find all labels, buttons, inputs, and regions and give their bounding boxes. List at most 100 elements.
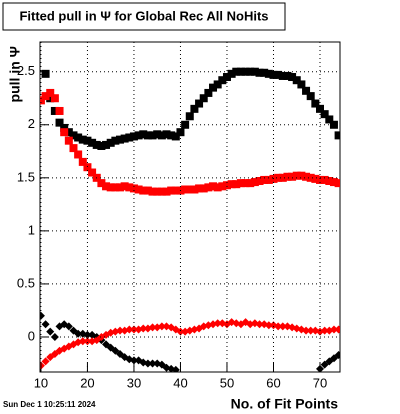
marker xyxy=(227,180,236,189)
marker xyxy=(274,322,283,331)
marker xyxy=(255,68,264,77)
marker xyxy=(283,71,292,80)
marker xyxy=(306,326,315,335)
frame xyxy=(39,41,341,373)
marker xyxy=(97,179,106,188)
marker xyxy=(148,187,157,196)
x-tick-label: 40 xyxy=(173,375,187,390)
marker xyxy=(139,130,148,139)
marker xyxy=(297,80,306,89)
marker xyxy=(40,311,45,320)
marker xyxy=(139,324,148,333)
marker xyxy=(97,141,106,150)
marker xyxy=(278,322,287,331)
marker xyxy=(120,134,129,143)
marker xyxy=(222,181,231,190)
marker xyxy=(209,182,218,191)
marker xyxy=(181,185,190,194)
marker xyxy=(50,94,59,103)
marker xyxy=(139,186,148,195)
y-tick-label: 1.5 xyxy=(17,169,35,184)
x-tick-label: 10 xyxy=(34,375,48,390)
marker xyxy=(334,351,340,360)
marker xyxy=(171,365,180,372)
marker xyxy=(199,184,208,193)
marker xyxy=(148,131,157,140)
marker xyxy=(264,321,273,330)
marker xyxy=(88,168,97,177)
marker xyxy=(64,322,73,331)
marker xyxy=(129,325,138,334)
marker xyxy=(204,183,213,192)
marker xyxy=(78,337,87,346)
x-tick-label: 20 xyxy=(80,375,94,390)
marker xyxy=(316,104,324,113)
marker xyxy=(78,135,87,144)
marker xyxy=(311,174,320,183)
marker xyxy=(55,106,64,115)
y-tick-label: 0.5 xyxy=(17,275,35,290)
marker xyxy=(111,183,120,192)
marker xyxy=(88,138,97,147)
marker xyxy=(74,133,83,142)
marker xyxy=(106,138,115,147)
y-tick-label: 1 xyxy=(28,222,35,237)
marker xyxy=(102,140,111,149)
marker xyxy=(190,104,199,113)
marker xyxy=(129,132,138,141)
marker xyxy=(325,115,334,124)
marker xyxy=(143,359,152,368)
marker xyxy=(157,131,166,140)
marker xyxy=(264,175,273,184)
marker xyxy=(264,69,273,78)
marker xyxy=(171,186,180,195)
y-axis-label: pull in Ψ xyxy=(7,46,23,102)
marker xyxy=(60,123,69,132)
x-tick-label: 60 xyxy=(266,375,280,390)
marker xyxy=(153,130,162,139)
marker xyxy=(116,135,124,144)
marker xyxy=(83,337,92,346)
marker xyxy=(334,325,340,334)
marker xyxy=(69,144,78,153)
marker xyxy=(288,172,297,181)
marker xyxy=(278,173,287,182)
marker xyxy=(116,183,124,192)
marker xyxy=(129,184,138,193)
marker xyxy=(50,106,59,115)
marker xyxy=(64,128,73,137)
marker xyxy=(111,136,120,145)
marker xyxy=(157,322,166,331)
marker xyxy=(148,359,157,368)
marker xyxy=(120,182,129,191)
marker xyxy=(320,326,329,335)
marker xyxy=(116,326,124,335)
marker xyxy=(213,80,222,89)
timestamp: Sun Dec 1 10:25:11 2024 xyxy=(3,400,96,409)
marker xyxy=(260,68,269,77)
marker xyxy=(278,71,287,80)
marker xyxy=(162,187,171,196)
marker xyxy=(50,332,59,341)
marker xyxy=(153,187,162,196)
marker xyxy=(316,175,324,184)
marker xyxy=(83,136,92,145)
marker xyxy=(120,326,129,335)
marker xyxy=(250,67,259,76)
marker xyxy=(181,120,190,129)
title-box xyxy=(2,2,286,31)
marker xyxy=(167,186,176,195)
marker xyxy=(329,325,338,334)
marker xyxy=(41,69,50,78)
marker xyxy=(46,327,55,336)
chart-title: Fitted pull in Ψ for Global Rec All NoHi… xyxy=(19,8,268,23)
marker xyxy=(190,185,199,194)
marker xyxy=(325,177,334,186)
marker xyxy=(255,177,264,186)
marker xyxy=(302,172,311,181)
marker xyxy=(236,179,245,188)
marker xyxy=(195,99,204,108)
marker xyxy=(92,140,101,149)
marker xyxy=(329,178,338,187)
plot-area xyxy=(40,67,340,372)
